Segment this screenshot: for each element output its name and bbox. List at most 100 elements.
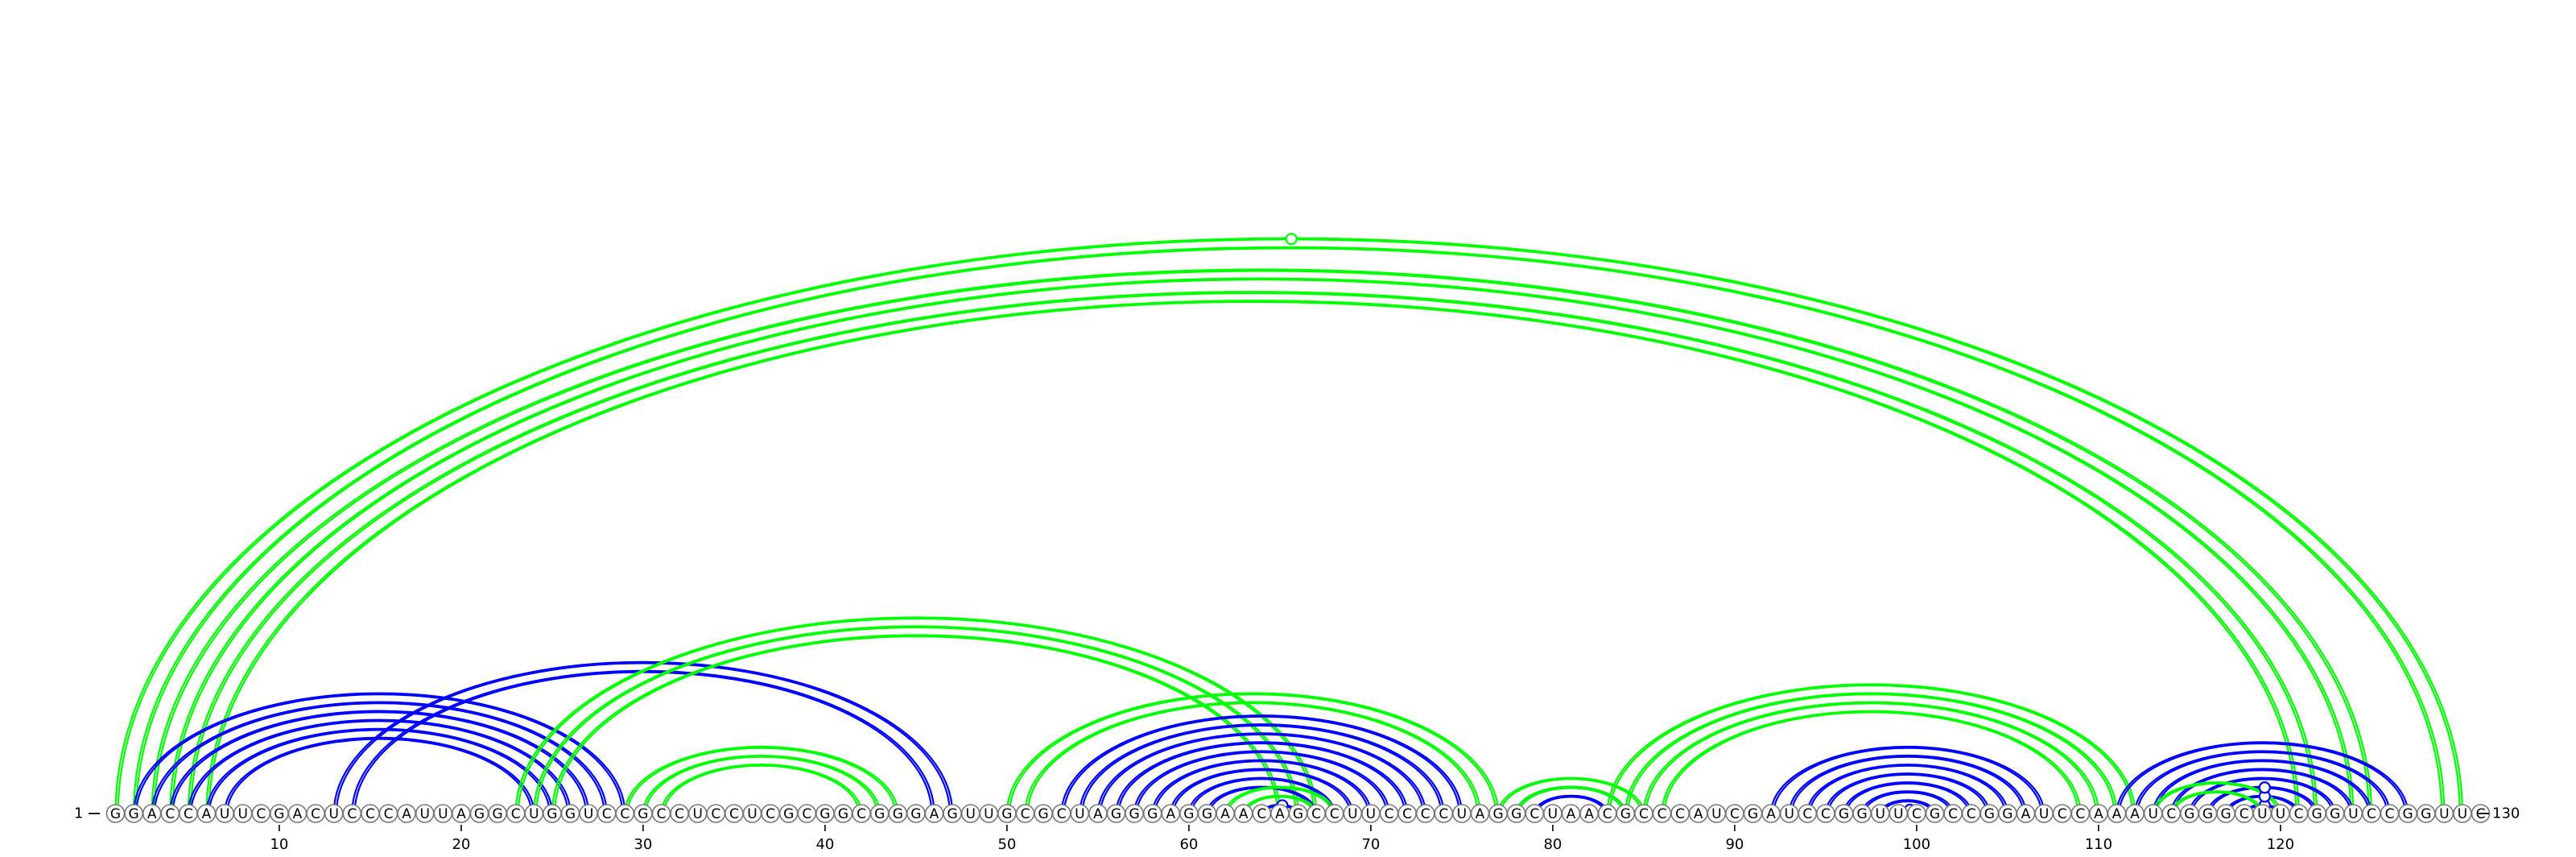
nucleotide: G [1288, 804, 1308, 823]
nucleotide-letter: U [1075, 806, 1084, 822]
base-pair-arc-94-105-inner [1809, 764, 2006, 814]
nucleotide-letter: G [1147, 806, 1158, 822]
base-pair-arc-14-46 [351, 669, 935, 814]
nucleotide: C [506, 804, 526, 823]
base-pair-arc-95-104 [1824, 772, 1991, 814]
nucleotide-letter: A [2130, 806, 2140, 822]
nucleotide: G [1506, 804, 1526, 823]
base-pair-arc-7-24-inner [226, 738, 533, 814]
base-pair-arc-78-84 [1515, 785, 1627, 814]
nucleotide-letter: C [1021, 806, 1030, 822]
nucleotide-letter: U [984, 806, 993, 822]
base-pair-arc-4-124-inner [171, 279, 2352, 814]
nucleotide: A [142, 804, 162, 823]
nucleotide-letter: U [2348, 806, 2358, 822]
base-pair-arc-6-25-inner [208, 729, 551, 814]
nucleotide: G [2180, 804, 2199, 823]
nucleotide: U [433, 804, 453, 823]
nucleotide-letter: G [1857, 806, 1868, 822]
nucleotide-letter: G [819, 806, 830, 822]
nucleotide: C [761, 804, 780, 823]
nucleotide: C [1397, 804, 1417, 823]
nucleotide: A [1270, 804, 1290, 823]
base-pair-arc-83-112 [1606, 683, 2136, 814]
nucleotide: C [361, 804, 380, 823]
nucleotide-letter: A [147, 806, 157, 822]
nucleotide-letter: C [1967, 806, 1976, 822]
base-pair-arc-2-29-inner [135, 693, 624, 814]
base-pair-arc-94-105 [1806, 764, 2008, 814]
nucleotide: G [778, 804, 799, 823]
nucleotide-letter: A [2094, 806, 2103, 822]
nucleotide: U [1707, 804, 1727, 823]
nucleotide-letter: G [783, 806, 794, 822]
nucleotide: C [1725, 804, 1744, 823]
base-pair-arc-6-25 [205, 727, 553, 814]
nucleotide: G [1852, 804, 1872, 823]
nucleotide: C [1324, 804, 1344, 823]
nucleotide-letter: A [1093, 806, 1103, 822]
base-pair-arc-4-124 [169, 277, 2355, 814]
nucleotide-letter: C [1730, 806, 1740, 822]
base-pair-arc-114-119 [2170, 790, 2264, 814]
nucleotide-letter: C [365, 806, 375, 822]
nucleotide-letter: U [419, 806, 429, 822]
nucleotide-letter: A [1584, 806, 1594, 822]
nucleotide-letter: U [1348, 806, 1357, 822]
axis-tick-label: 50 [997, 836, 1016, 853]
nucleotide: U [2034, 804, 2054, 823]
nucleotide-letter: C [311, 806, 320, 822]
base-pair-arc-55-73 [1096, 732, 1426, 814]
nucleotide: C [1252, 804, 1272, 823]
nucleotide-letter: U [965, 806, 975, 822]
base-pair-arc-58-70 [1151, 759, 1372, 814]
nucleotide: C [1816, 804, 1835, 823]
nucleotide: A [2089, 804, 2108, 823]
axis-tick-label: 80 [1543, 836, 1562, 853]
nucleotide: G [1034, 804, 1053, 823]
base-pair-arc-5-122-inner [190, 292, 2315, 814]
nucleotide-letter: C [2075, 806, 2085, 822]
nucleotide: U [1889, 804, 1909, 823]
nucleotide-letter: A [1476, 806, 1485, 822]
nucleotide-letter: A [293, 806, 303, 822]
nucleotide: C [179, 804, 198, 823]
nucleotide-letter: C [2294, 806, 2304, 822]
nucleotide-letter: C [1421, 806, 1430, 822]
nucleotide-letter: U [438, 806, 448, 822]
nucleotide: C [1961, 804, 1981, 823]
nucleotide: G [1179, 804, 1199, 823]
nucleotide: C [1943, 804, 1963, 823]
nucleotide: C [615, 804, 635, 823]
nucleotide-letter: C [1603, 806, 1612, 822]
nucleotide-letter: A [1239, 806, 1249, 822]
nucleotide: G [1834, 804, 1854, 823]
nucleotide: C [1597, 804, 1617, 823]
nucleotide: G [488, 804, 507, 823]
nucleotide: C [1051, 804, 1071, 823]
base-pair-arc-29-44 [624, 745, 899, 814]
base-pair-arc-59-69 [1170, 768, 1354, 814]
base-pair-arc-57-71 [1133, 750, 1390, 814]
nucleotide-letter: C [857, 806, 866, 822]
nucleotide-letter: A [1220, 806, 1230, 822]
nucleotide-letter: G [493, 806, 503, 822]
nucleotide-letter: C [165, 806, 175, 822]
base-pair-arc-93-106-inner [1790, 756, 2025, 814]
axis-tick-label: 40 [815, 836, 834, 853]
base-pair-arc-53-75-inner [1063, 715, 1460, 814]
nucleotide-letter: G [1111, 806, 1121, 822]
nucleotide: C [852, 804, 871, 823]
nucleotide-letter: G [1930, 806, 1940, 822]
nucleotide: G [1925, 804, 1945, 823]
base-pair-arc-14-46-inner [353, 671, 933, 814]
nucleotide: G [2325, 804, 2345, 823]
nucleotide-letter: G [1620, 806, 1631, 822]
nucleotide-letter: C [766, 806, 775, 822]
nucleotide: G [869, 804, 890, 823]
nucleotide-letter: G [1748, 806, 1758, 822]
nucleotide: U [979, 804, 999, 823]
nucleotide-letter: G [838, 806, 848, 822]
base-pair-arc-4-27 [169, 710, 590, 814]
nucleotide-letter: G [893, 806, 903, 822]
